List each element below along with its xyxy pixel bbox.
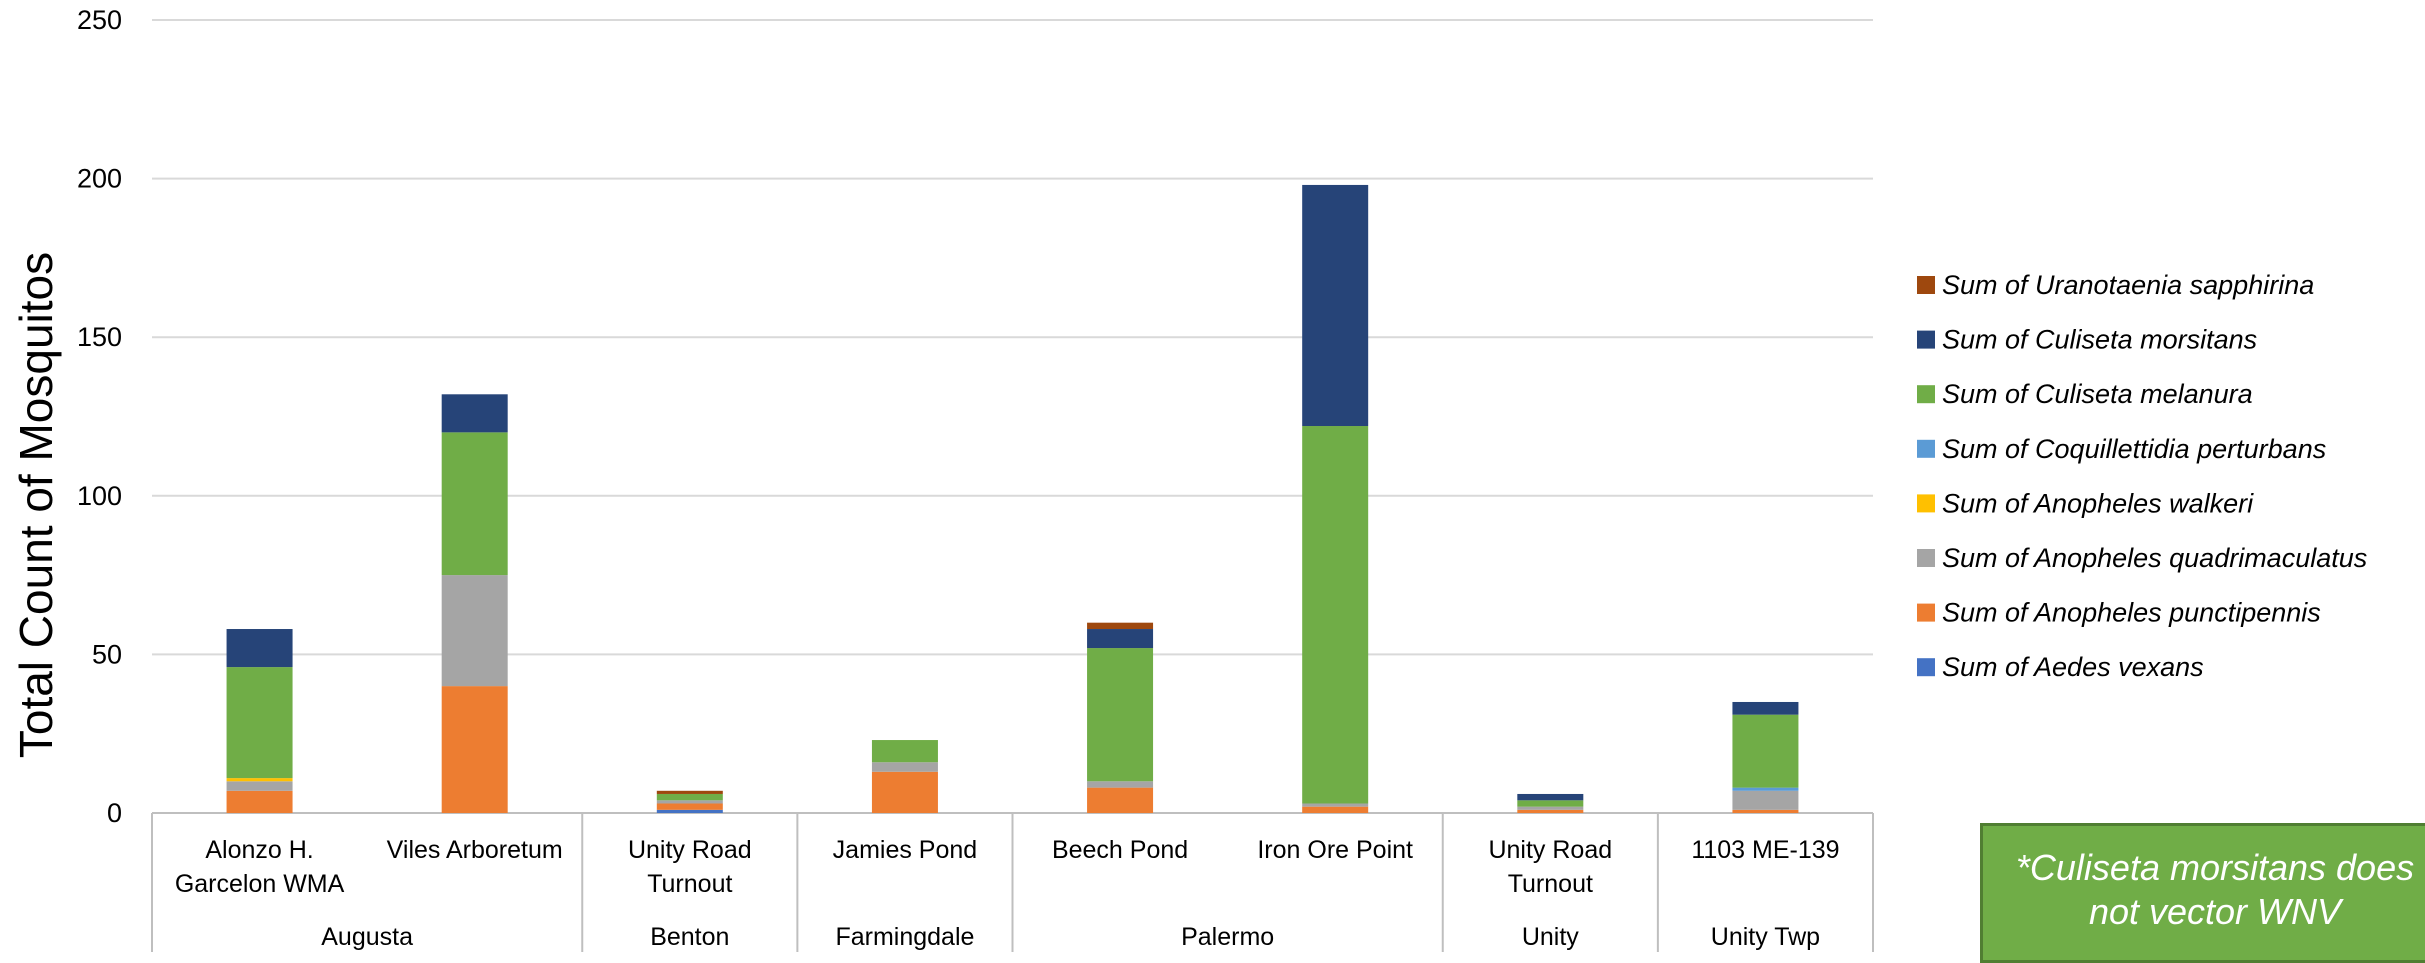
- legend-label: Sum of Anopheles punctipennis: [1942, 598, 2321, 628]
- bar-segment: [1087, 781, 1154, 788]
- legend-swatch: [1917, 494, 1935, 513]
- legend-swatch: [1917, 439, 1935, 458]
- y-axis-label: Total Count of Mosquitos: [10, 252, 62, 758]
- bar-segment: [1732, 787, 1799, 791]
- x-category-label: Iron Ore Point: [1257, 836, 1413, 864]
- legend-swatch: [1917, 330, 1935, 349]
- note-line-2: not vector WNV: [2088, 891, 2342, 932]
- bar-segment: [1732, 714, 1799, 788]
- x-category-label: Alonzo H.: [205, 836, 313, 864]
- bar-segment: [871, 771, 938, 813]
- bar-segment: [1302, 426, 1369, 804]
- bar-segment: [1087, 787, 1154, 813]
- legend-label: Sum of Aedes vexans: [1942, 652, 2204, 682]
- bar-segment: [1302, 803, 1369, 807]
- bar-segment: [1517, 800, 1584, 807]
- wnv-note-box: *Culiseta morsitans does not vector WNV: [1980, 823, 2425, 963]
- x-axis: Alonzo H. Garcelon WMA Viles Arboretum Unit…: [151, 813, 1874, 952]
- x-category-label: Turnout: [647, 870, 732, 898]
- y-axis-ticks: 0 50 100 150 200 250: [77, 5, 122, 828]
- legend-swatch: [1917, 658, 1935, 677]
- x-category-label: Viles Arboretum: [387, 836, 563, 864]
- bar-segment: [1302, 184, 1369, 427]
- bar-segment: [1732, 790, 1799, 810]
- bar-segment: [441, 394, 508, 433]
- x-group-label: Farmingdale: [835, 923, 974, 951]
- x-group-label: Benton: [650, 923, 729, 951]
- bar-segment: [226, 781, 293, 791]
- y-tick-label: 100: [77, 481, 122, 511]
- x-category-label: Garcelon WMA: [175, 870, 345, 898]
- bar-segment: [656, 790, 723, 794]
- legend-label: Sum of Anopheles quadrimaculatus: [1942, 543, 2367, 573]
- y-tick-label: 50: [92, 639, 122, 669]
- legend-label: Sum of Uranotaenia sapphirina: [1942, 270, 2314, 300]
- bar-segment: [1087, 648, 1154, 782]
- bar-segment: [226, 667, 293, 779]
- bars: [226, 184, 1799, 813]
- y-tick-label: 150: [77, 322, 122, 352]
- bar-segment: [1517, 809, 1584, 813]
- x-group-label: Augusta: [321, 923, 413, 951]
- x-category-label: Jamies Pond: [833, 836, 978, 864]
- x-category-label: Turnout: [1508, 870, 1593, 898]
- legend: Sum of Uranotaenia sapphirina Sum of Culi…: [1917, 270, 2367, 682]
- bar-segment: [1087, 622, 1154, 630]
- bar-segment: [1517, 806, 1584, 810]
- legend-label: Sum of Culiseta melanura: [1942, 379, 2253, 409]
- bar-segment: [1517, 793, 1584, 801]
- bar-segment: [226, 790, 293, 813]
- x-group-label: Unity Twp: [1711, 923, 1820, 951]
- bar-segment: [441, 686, 508, 813]
- bar-segment: [441, 575, 508, 687]
- bar-segment: [656, 809, 723, 813]
- x-category-label: Beech Pond: [1052, 836, 1188, 864]
- bar-segment: [656, 803, 723, 810]
- x-group-label: Unity: [1522, 923, 1579, 951]
- x-category-label: 1103 ME-139: [1691, 836, 1839, 864]
- note-line-1: *Culiseta morsitans does: [2015, 847, 2415, 888]
- y-tick-label: 200: [77, 164, 122, 194]
- bar-segment: [1732, 701, 1799, 715]
- legend-label: Sum of Anopheles walkeri: [1942, 488, 2254, 518]
- legend-swatch: [1917, 385, 1935, 404]
- x-group-label: Palermo: [1181, 923, 1274, 951]
- bar-segment: [871, 762, 938, 772]
- bar-segment: [1302, 806, 1369, 813]
- x-category-label: Unity Road: [1488, 836, 1612, 864]
- bar-segment: [1087, 629, 1154, 649]
- x-category-label: Unity Road: [628, 836, 752, 864]
- y-tick-label: 250: [77, 5, 122, 35]
- bar-segment: [656, 793, 723, 801]
- gridlines: [152, 19, 1873, 814]
- legend-swatch: [1917, 276, 1935, 294]
- bar-segment: [871, 740, 938, 763]
- bar-segment: [441, 432, 508, 576]
- bar-segment: [656, 800, 723, 804]
- y-tick-label: 0: [107, 798, 122, 828]
- legend-label: Sum of Culiseta morsitans: [1942, 325, 2257, 355]
- bar-segment: [226, 629, 293, 668]
- bar-segment: [1732, 809, 1799, 813]
- legend-label: Sum of Coquillettidia perturbans: [1942, 434, 2326, 464]
- legend-swatch: [1917, 549, 1935, 567]
- bar-segment: [226, 778, 293, 782]
- legend-swatch: [1917, 603, 1935, 622]
